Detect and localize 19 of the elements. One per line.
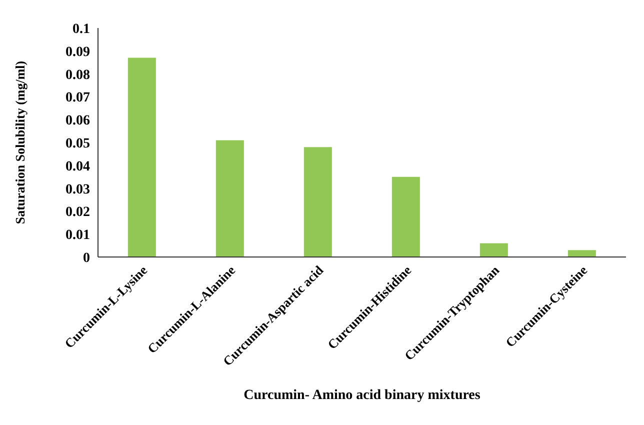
y-tick-label: 0.09: [66, 44, 90, 60]
bar: [480, 243, 508, 257]
y-tick-label: 0.05: [66, 136, 90, 152]
bar: [392, 176, 420, 257]
bar: [128, 58, 156, 257]
y-tick-label: 0.03: [66, 182, 90, 198]
y-tick-label: 0.01: [66, 228, 90, 244]
bar: [568, 250, 596, 257]
y-tick-label: 0: [83, 250, 90, 266]
y-tick-label: 0.1: [72, 22, 90, 37]
y-tick-label: 0.06: [66, 114, 90, 129]
y-tick-label: 0.02: [66, 205, 90, 220]
y-tick-label: 0.08: [66, 68, 90, 83]
bar: [216, 140, 244, 257]
bar: [304, 147, 332, 257]
y-axis-title: Saturation Solubility (mg/ml): [12, 60, 28, 224]
y-tick-label: 0.07: [66, 90, 90, 106]
x-axis-title: Curcumin- Amino acid binary mixtures: [244, 388, 481, 403]
y-tick-label: 0.04: [66, 159, 90, 174]
